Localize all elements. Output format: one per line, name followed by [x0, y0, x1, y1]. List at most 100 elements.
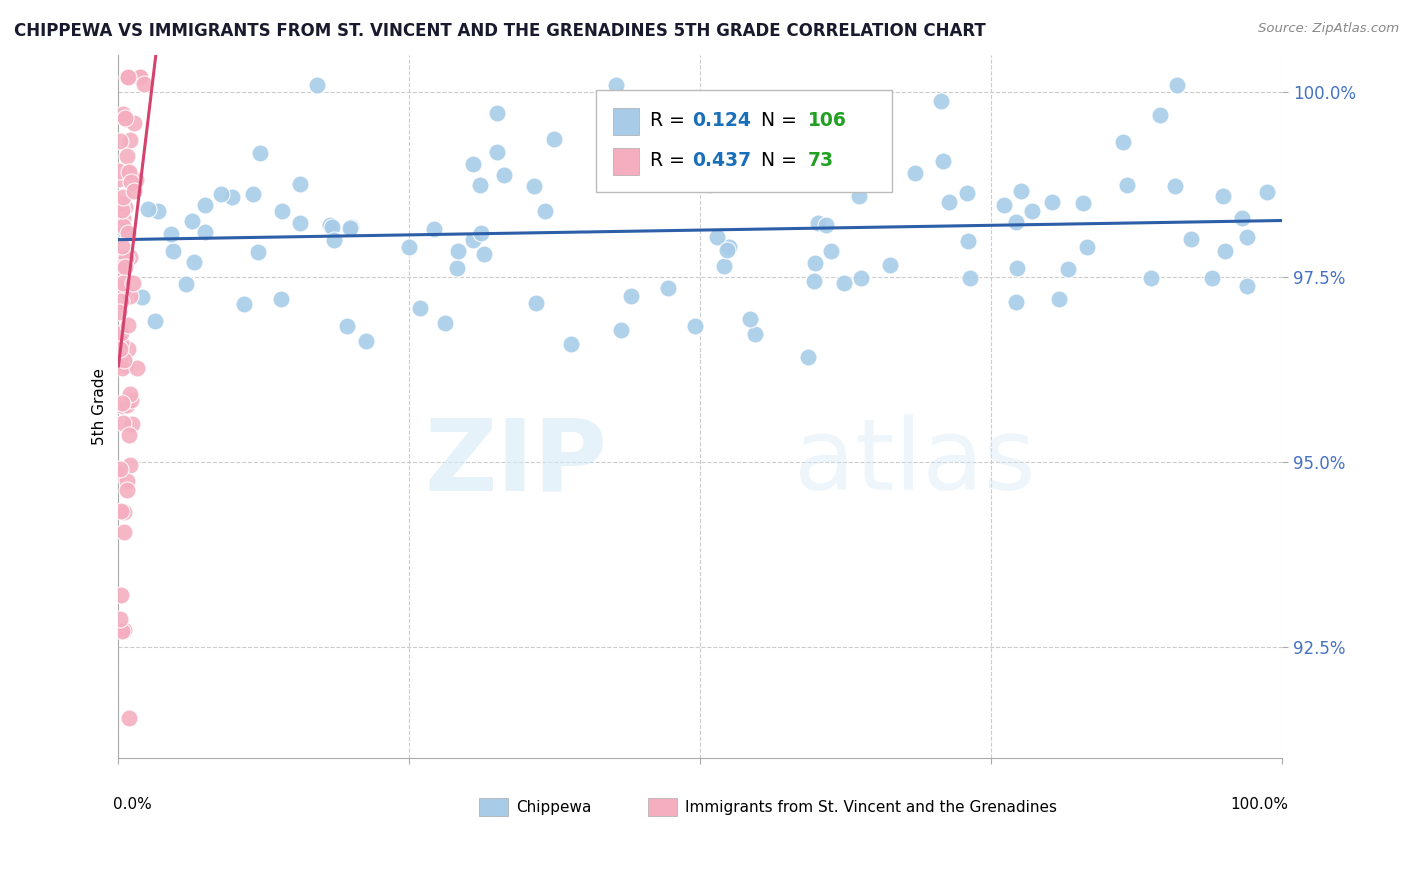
- Point: [1071, 196, 1094, 211]
- Point: [849, 271, 872, 285]
- Point: [115, 112, 138, 126]
- Point: [110, 326, 132, 341]
- Point: [111, 211, 134, 226]
- Point: [1115, 178, 1137, 193]
- Point: [523, 178, 546, 193]
- Point: [713, 259, 735, 273]
- Point: [807, 216, 830, 230]
- Point: [1213, 244, 1236, 258]
- Point: [111, 360, 134, 375]
- Point: [461, 157, 484, 171]
- Point: [434, 316, 457, 330]
- Point: [1201, 271, 1223, 285]
- Point: [107, 305, 129, 319]
- Text: 73: 73: [807, 151, 834, 170]
- Point: [270, 293, 292, 307]
- Point: [470, 226, 492, 240]
- Point: [118, 70, 141, 85]
- Point: [120, 289, 142, 303]
- Point: [1040, 194, 1063, 209]
- Point: [1212, 189, 1234, 203]
- Point: [112, 399, 135, 413]
- Point: [657, 281, 679, 295]
- Point: [112, 251, 135, 265]
- Point: [904, 166, 927, 180]
- Text: R =: R =: [651, 111, 692, 130]
- Point: [117, 318, 139, 333]
- Point: [524, 296, 547, 310]
- Point: [610, 322, 633, 336]
- Point: [211, 186, 233, 201]
- Point: [112, 353, 135, 368]
- Point: [620, 288, 643, 302]
- Point: [1164, 179, 1187, 194]
- Point: [1149, 108, 1171, 122]
- Point: [122, 276, 145, 290]
- Point: [114, 224, 136, 238]
- Point: [718, 240, 741, 254]
- Point: [682, 129, 704, 144]
- Point: [117, 428, 139, 442]
- Point: [118, 458, 141, 473]
- Point: [543, 132, 565, 146]
- Point: [183, 254, 205, 268]
- Text: ZIP: ZIP: [425, 415, 607, 511]
- Point: [114, 260, 136, 275]
- Point: [804, 255, 827, 269]
- Point: [181, 214, 204, 228]
- Point: [111, 396, 134, 410]
- Point: [162, 244, 184, 259]
- Point: [683, 319, 706, 334]
- Point: [814, 218, 837, 232]
- FancyBboxPatch shape: [596, 90, 893, 193]
- Point: [956, 186, 979, 200]
- Point: [716, 243, 738, 257]
- Point: [761, 169, 783, 183]
- Point: [117, 474, 139, 488]
- Point: [398, 240, 420, 254]
- Point: [1166, 78, 1188, 92]
- Point: [446, 261, 468, 276]
- Point: [143, 314, 166, 328]
- Point: [1047, 293, 1070, 307]
- Point: [111, 239, 134, 253]
- Point: [1010, 184, 1032, 198]
- Text: Chippewa: Chippewa: [516, 800, 592, 815]
- Point: [118, 711, 141, 725]
- Point: [492, 168, 515, 182]
- Text: N =: N =: [761, 111, 803, 130]
- Text: R =: R =: [651, 151, 692, 170]
- Point: [112, 190, 135, 204]
- Point: [108, 466, 131, 480]
- Point: [120, 174, 142, 188]
- Point: [112, 277, 135, 291]
- Point: [931, 153, 953, 168]
- Point: [114, 200, 136, 214]
- Point: [470, 178, 492, 192]
- Point: [271, 204, 294, 219]
- Point: [112, 505, 135, 519]
- Point: [340, 219, 363, 234]
- Y-axis label: 5th Grade: 5th Grade: [93, 368, 107, 445]
- Point: [110, 134, 132, 148]
- Point: [472, 247, 495, 261]
- Point: [110, 349, 132, 363]
- Point: [112, 524, 135, 539]
- Text: 100.0%: 100.0%: [1230, 797, 1288, 812]
- Point: [148, 203, 170, 218]
- Point: [249, 146, 271, 161]
- Point: [797, 350, 820, 364]
- Point: [486, 145, 509, 160]
- Point: [111, 219, 134, 234]
- Point: [706, 230, 728, 244]
- Bar: [648, 798, 678, 816]
- Point: [246, 244, 269, 259]
- Point: [112, 352, 135, 367]
- Point: [305, 78, 328, 92]
- Point: [122, 116, 145, 130]
- Point: [136, 202, 159, 216]
- Point: [744, 327, 766, 342]
- Text: atlas: atlas: [793, 415, 1035, 511]
- Point: [1112, 135, 1135, 149]
- Point: [447, 244, 470, 259]
